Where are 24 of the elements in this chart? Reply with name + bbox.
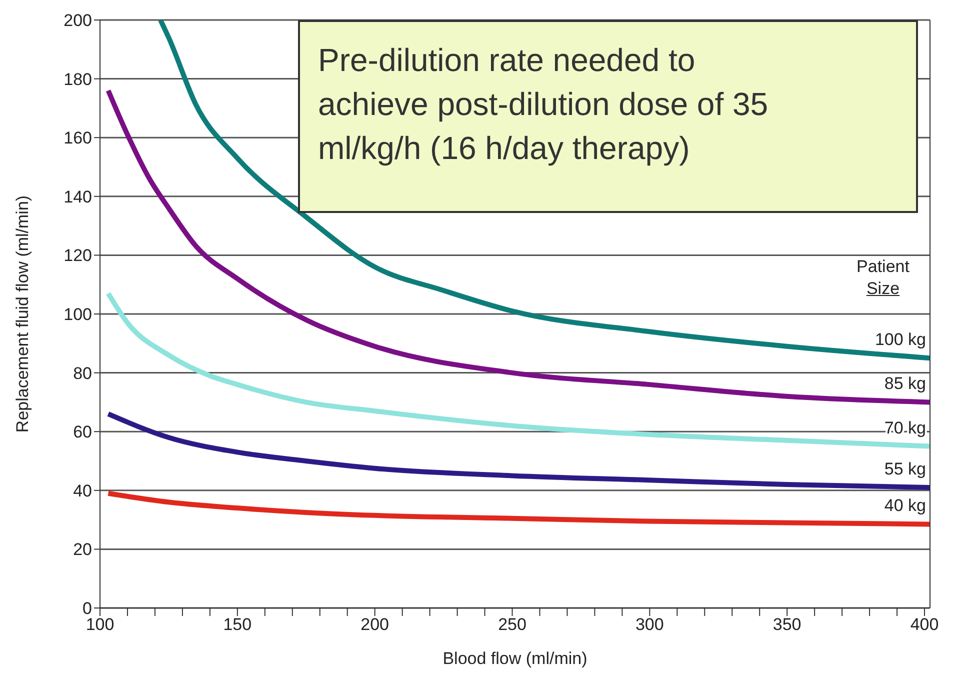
y-tick-label: 160	[64, 128, 92, 148]
y-tick-label: 200	[64, 11, 92, 30]
x-tick-label: 250	[498, 615, 526, 634]
x-tick-label: 300	[635, 615, 664, 634]
series-label: 40 kg	[884, 496, 926, 516]
x-tick-label: 150	[223, 615, 252, 634]
y-tick-label: 140	[64, 187, 92, 206]
series-label: 55 kg	[884, 459, 926, 478]
note-box: Pre-dilution rate needed to achieve post-dilution dose of 35 ml/kg/h (16 h/day therapy)	[298, 20, 918, 213]
y-tick-label: 60	[73, 422, 92, 442]
x-tick-label: 400	[910, 615, 939, 634]
x-tick-label: 200	[360, 615, 390, 634]
y-tick-label: 120	[64, 246, 92, 266]
y-tick-label: 20	[73, 540, 92, 560]
x-tick-label: 350	[772, 615, 802, 634]
series-label: 100 kg	[874, 330, 926, 350]
y-tick-label: 40	[73, 481, 92, 500]
y-tick-label: 100	[64, 305, 92, 324]
y-tick-label: 80	[73, 364, 92, 383]
legend-title: Patient Size	[856, 256, 910, 300]
y-axis-title: Replacement fluid flow (ml/min)	[13, 195, 32, 433]
x-axis-title: Blood flow (ml/min)	[442, 649, 588, 668]
y-tick-label: 180	[64, 70, 92, 89]
series-label: 85 kg	[884, 374, 926, 394]
